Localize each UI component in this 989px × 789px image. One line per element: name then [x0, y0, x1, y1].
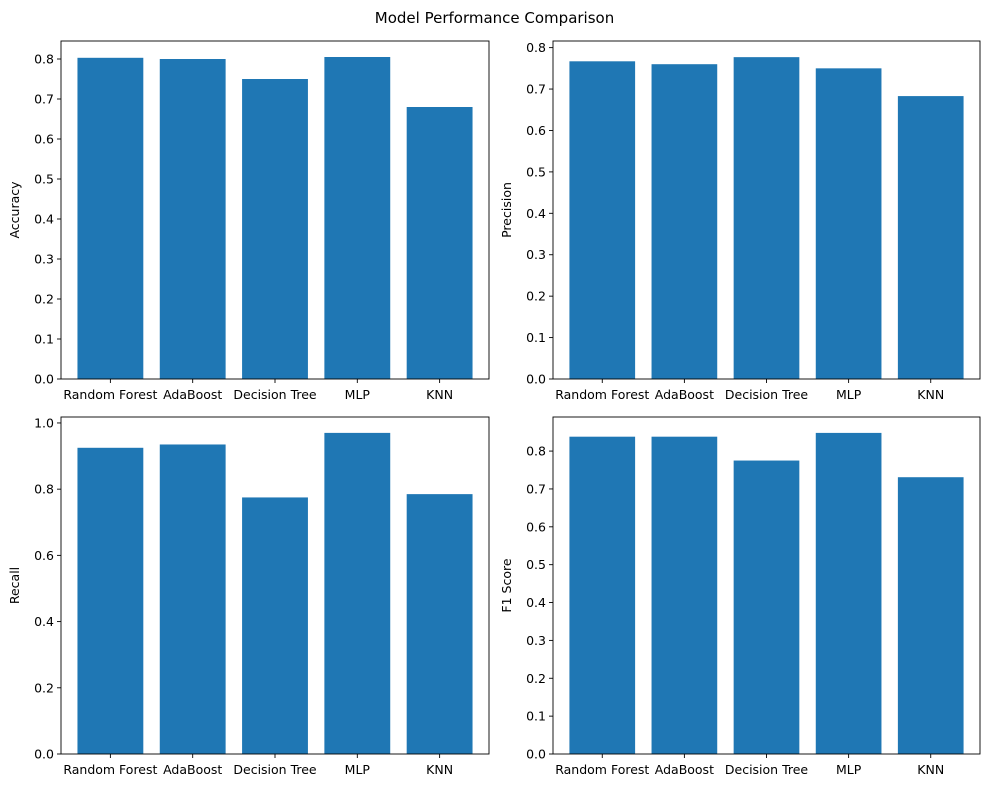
ytick-label: 0.6: [34, 132, 54, 147]
bar-recall-mlp: [324, 432, 391, 754]
bar-f1-score-adaboost: [651, 436, 718, 754]
ytick-label: 0.6: [526, 519, 546, 534]
xtick-label: KNN: [426, 387, 453, 402]
y-axis-label-precision: Precision: [499, 182, 514, 238]
ytick-label: 0.0: [34, 372, 54, 387]
ytick-label: 0.3: [526, 247, 546, 262]
ytick-label: 0.6: [34, 548, 54, 563]
xtick-label: Random Forest: [555, 762, 649, 777]
xtick-label: AdaBoost: [163, 762, 222, 777]
bar-accuracy-knn: [406, 107, 473, 379]
xtick-label: AdaBoost: [655, 387, 714, 402]
ytick-label: 0.5: [34, 172, 54, 187]
chart-accuracy: 0.0 0.1 0.2 0.3 0.4 0.5 0.6 0.7 0.8 Random Forest…: [7, 40, 490, 402]
bar-accuracy-adaboost: [159, 59, 226, 379]
xtick-label: MLP: [836, 387, 862, 402]
xtick-label: Random Forest: [63, 762, 157, 777]
bar-accuracy-mlp: [324, 57, 391, 379]
ytick-label: 0.0: [526, 372, 546, 387]
ytick-label: 0.8: [526, 444, 546, 459]
ytick-label: 0.8: [526, 40, 546, 55]
ytick-label: 1.0: [34, 415, 54, 430]
xtick-label: Random Forest: [63, 387, 157, 402]
ytick-label: 0.4: [34, 614, 54, 629]
ytick-label: 0.3: [34, 252, 54, 267]
xtick-label: MLP: [345, 387, 371, 402]
ytick-label: 0.8: [34, 482, 54, 497]
bar-recall-random-forest: [77, 447, 144, 754]
ytick-label: 0.2: [34, 680, 54, 695]
xtick-label: KNN: [917, 762, 944, 777]
bar-recall-knn: [406, 494, 473, 754]
ytick-label: 0.3: [526, 633, 546, 648]
ytick-label: 0.7: [526, 82, 546, 97]
ytick-label: 0.1: [34, 332, 54, 347]
y-axis-label-f1-score: F1 Score: [499, 558, 514, 612]
ytick-label: 0.8: [34, 52, 54, 67]
ytick-label: 0.5: [526, 557, 546, 572]
ytick-label: 0.4: [34, 212, 54, 227]
ytick-label: 0.6: [526, 123, 546, 138]
figure-title: Model Performance Comparison: [375, 9, 614, 27]
bar-f1-score-decision-tree: [733, 460, 800, 754]
ytick-label: 0.5: [526, 164, 546, 179]
y-axis-label-recall: Recall: [7, 567, 22, 604]
xtick-label: AdaBoost: [163, 387, 222, 402]
bar-precision-knn: [897, 96, 964, 379]
bar-recall-adaboost: [159, 444, 226, 754]
ytick-label: 0.7: [526, 481, 546, 496]
ytick-label: 0.1: [526, 330, 546, 345]
bar-accuracy-decision-tree: [242, 79, 308, 379]
xtick-label: Random Forest: [555, 387, 649, 402]
chart-precision: 0.0 0.1 0.2 0.3 0.4 0.5 0.6 0.7 0.8 Random Forest…: [499, 40, 981, 402]
bar-f1-score-random-forest: [569, 436, 636, 754]
ytick-label: 0.2: [34, 292, 54, 307]
xtick-label: Decision Tree: [725, 762, 809, 777]
chart-recall: 0.0 0.2 0.4 0.6 0.8 1.0 Random Forest AdaBoost D…: [7, 415, 490, 777]
bar-precision-decision-tree: [733, 57, 800, 380]
bar-f1-score-knn: [897, 477, 964, 754]
bar-precision-mlp: [815, 68, 882, 379]
y-axis-label-accuracy: Accuracy: [7, 181, 22, 239]
ytick-label: 0.0: [34, 747, 54, 762]
xtick-label: AdaBoost: [655, 762, 714, 777]
ytick-label: 0.2: [526, 289, 546, 304]
ytick-label: 0.0: [526, 747, 546, 762]
bar-f1-score-mlp: [815, 432, 882, 754]
xtick-label: MLP: [836, 762, 862, 777]
xtick-label: Decision Tree: [725, 387, 809, 402]
bar-precision-random-forest: [569, 61, 636, 380]
ytick-label: 0.4: [526, 595, 546, 610]
chart-f1-score: 0.0 0.1 0.2 0.3 0.4 0.5 0.6 0.7 0.8 Random Forest…: [499, 416, 981, 777]
ytick-label: 0.4: [526, 206, 546, 221]
bar-recall-decision-tree: [242, 497, 308, 754]
bar-accuracy-random-forest: [77, 57, 144, 380]
xtick-label: KNN: [426, 762, 453, 777]
ytick-label: 0.1: [526, 709, 546, 724]
ytick-label: 0.2: [526, 671, 546, 686]
ytick-label: 0.7: [34, 92, 54, 107]
xtick-label: MLP: [345, 762, 371, 777]
bar-precision-adaboost: [651, 64, 718, 379]
xtick-label: KNN: [917, 387, 944, 402]
xtick-label: Decision Tree: [233, 387, 317, 402]
xtick-label: Decision Tree: [233, 762, 317, 777]
